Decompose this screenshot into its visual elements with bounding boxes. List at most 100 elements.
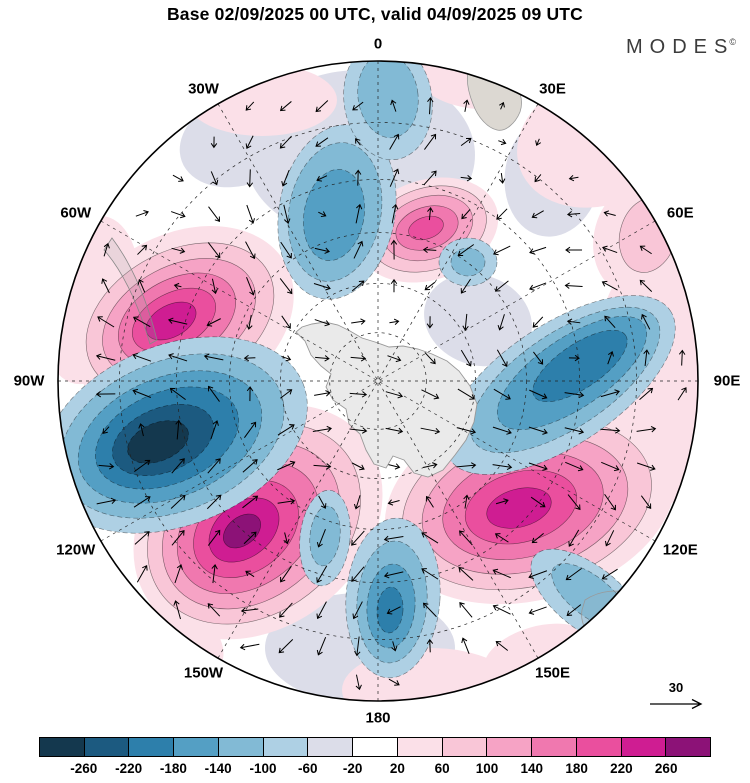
wind-arrow bbox=[636, 425, 657, 433]
wind-arrow bbox=[456, 427, 477, 435]
wind-arrow bbox=[207, 603, 221, 617]
colorbar-tick-20: 20 bbox=[389, 761, 405, 776]
colorbar-tick--60: -60 bbox=[298, 761, 318, 776]
wind-arrow bbox=[528, 570, 548, 580]
wind-arrow bbox=[677, 387, 687, 401]
wind-arrow bbox=[492, 426, 512, 435]
lon-label-90E: 90E bbox=[713, 372, 741, 390]
reference-arrow-icon bbox=[650, 698, 703, 710]
wind-arrow bbox=[245, 101, 255, 111]
wind-arrow bbox=[385, 427, 404, 435]
modes-logo-mark: © bbox=[729, 37, 736, 48]
wind-arrow bbox=[531, 210, 544, 219]
wind-arrow bbox=[535, 138, 542, 146]
wind-arrow bbox=[137, 244, 148, 255]
wind-arrow bbox=[422, 246, 437, 254]
wind-arrow bbox=[352, 101, 364, 111]
wind-arrow bbox=[353, 495, 361, 510]
wind-arrow bbox=[566, 211, 581, 218]
lon-label-0: 0 bbox=[373, 35, 383, 53]
wind-arrow bbox=[531, 532, 544, 544]
wind-arrow bbox=[601, 461, 620, 472]
wind-arrow bbox=[352, 601, 363, 620]
latitude-circle bbox=[119, 122, 637, 640]
wind-arrow bbox=[318, 211, 327, 218]
wind-arrow bbox=[172, 174, 184, 182]
wind-arrow bbox=[497, 314, 505, 331]
wind-arrow bbox=[383, 535, 404, 543]
wind-arrow bbox=[602, 245, 618, 254]
anomaly-contour bbox=[303, 169, 365, 261]
wind-arrow bbox=[532, 316, 544, 328]
wind-arrow bbox=[211, 564, 218, 584]
wind-arrow bbox=[137, 278, 146, 293]
wind-arrow bbox=[460, 349, 472, 367]
wind-arrow bbox=[461, 637, 470, 654]
wind-arrow bbox=[495, 498, 509, 505]
wind-arrow bbox=[639, 387, 654, 400]
wind-arrow bbox=[530, 496, 546, 508]
wind-arrow bbox=[245, 135, 254, 150]
wind-arrow bbox=[355, 138, 361, 146]
wind-arrow bbox=[316, 565, 328, 583]
wind-arrow bbox=[457, 244, 475, 257]
wind-arrow bbox=[494, 533, 509, 543]
wind-arrow bbox=[313, 283, 331, 291]
wind-arrow bbox=[678, 349, 686, 366]
meridian-line bbox=[100, 220, 656, 542]
wind-arrow bbox=[245, 241, 256, 260]
latitude-circle bbox=[176, 179, 580, 583]
colorbar-cell-2 bbox=[129, 738, 175, 756]
wind-arrow bbox=[95, 353, 116, 361]
wind-arrow bbox=[388, 463, 401, 470]
wind-arrow bbox=[528, 426, 548, 435]
wind-arrow bbox=[277, 460, 296, 471]
south-america-coast bbox=[103, 237, 158, 345]
wind-arrow bbox=[498, 172, 506, 184]
wind-arrow bbox=[463, 494, 470, 509]
wind-arrow bbox=[246, 204, 255, 224]
wind-arrow bbox=[607, 351, 614, 365]
wind-arrow bbox=[529, 246, 547, 255]
anomaly-contour bbox=[486, 487, 552, 529]
wind-arrow bbox=[391, 203, 399, 224]
colorbar-cell-1 bbox=[84, 738, 130, 756]
wind-arrow bbox=[279, 101, 292, 112]
anomaly-contour bbox=[223, 513, 261, 549]
wind-arrow bbox=[425, 495, 434, 508]
wind-arrow bbox=[175, 419, 182, 440]
graticule bbox=[58, 61, 698, 701]
wind-arrow bbox=[391, 641, 398, 652]
wind-arrow bbox=[173, 282, 182, 290]
wind-arrow bbox=[492, 568, 511, 579]
wind-arrow bbox=[390, 278, 398, 293]
wind-arrow bbox=[277, 424, 295, 436]
wind-arrow bbox=[528, 462, 548, 471]
anomaly-contour bbox=[376, 586, 404, 634]
colorbar-cell-13 bbox=[621, 738, 667, 756]
colorbar bbox=[39, 737, 711, 757]
wind-arrow bbox=[423, 170, 437, 186]
wind-arrow bbox=[457, 388, 475, 400]
wind-arrow bbox=[208, 206, 221, 223]
wind-arrow bbox=[388, 678, 400, 686]
wind-arrow bbox=[496, 349, 508, 368]
wind-arrow bbox=[242, 495, 259, 509]
wind-arrow bbox=[386, 606, 401, 615]
wind-arrow bbox=[283, 204, 291, 224]
wind-arrow bbox=[103, 242, 110, 257]
wind-arrow bbox=[461, 209, 471, 220]
wind-arrow bbox=[280, 389, 293, 399]
antarctica-landmass bbox=[295, 321, 478, 478]
colorbar-tick--20: -20 bbox=[342, 761, 363, 776]
wind-arrow bbox=[98, 463, 115, 470]
wind-arrow bbox=[639, 279, 653, 292]
wind-arrow bbox=[636, 462, 656, 471]
wind-arrow bbox=[314, 319, 331, 327]
colorbar-cell-10 bbox=[487, 738, 533, 756]
wind-arrow bbox=[168, 353, 188, 362]
colorbar-tick-60: 60 bbox=[434, 761, 450, 776]
wind-arrow bbox=[281, 355, 292, 362]
wind-arrow bbox=[132, 353, 152, 362]
lon-label-120E: 120E bbox=[662, 541, 698, 558]
